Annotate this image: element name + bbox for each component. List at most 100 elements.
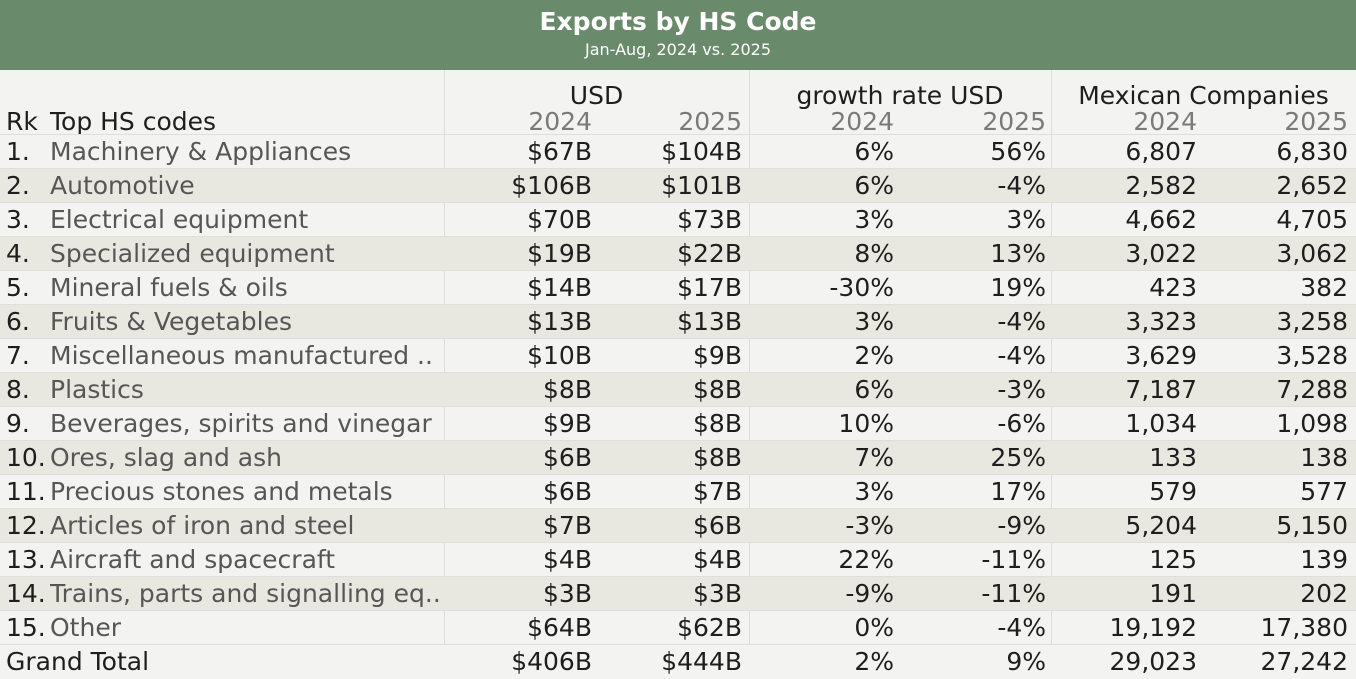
cell-companies-2024: 3,022 <box>1125 239 1197 268</box>
cell-growth-2024: 3% <box>854 307 894 336</box>
cell-name: Automotive <box>50 171 195 200</box>
cell-usd-2025: $101B <box>661 171 742 200</box>
cell-usd-2024: $406B <box>511 647 592 676</box>
table-row: 9. Beverages, spirits and vinegar $9B $8B 10… <box>0 406 1356 440</box>
cell-usd-2025: $4B <box>693 545 742 574</box>
table-subtitle: Jan-Aug, 2024 vs. 2025 <box>585 40 771 59</box>
cell-growth-2024: 2% <box>854 647 894 676</box>
cell-companies-2024: 125 <box>1149 545 1197 574</box>
cell-usd-2025: $17B <box>677 273 742 302</box>
header-group-growth: growth rate USD <box>796 81 1004 110</box>
cell-name: Other <box>50 613 121 642</box>
cell-name: Aircraft and spacecraft <box>50 545 336 574</box>
table-row: 7. Miscellaneous manufactured .. $10B $9B 2%… <box>0 338 1356 372</box>
cell-growth-2025: 13% <box>990 239 1046 268</box>
cell-name: Miscellaneous manufactured .. <box>50 341 433 370</box>
table-row: 6. Fruits & Vegetables $13B $13B 3% -4% 3,323 3… <box>0 304 1356 338</box>
cell-name: Ores, slag and ash <box>50 443 282 472</box>
cell-companies-2025: 1,098 <box>1276 409 1348 438</box>
cell-usd-2025: $6B <box>693 511 742 540</box>
header-growth-2024: 2024 <box>830 107 894 136</box>
cell-rank: 4. <box>6 239 30 268</box>
cell-growth-2025: 3% <box>1006 205 1046 234</box>
table-row: 12. Articles of iron and steel $7B $6B -3% -9… <box>0 508 1356 542</box>
cell-usd-2024: $3B <box>543 579 592 608</box>
cell-usd-2024: $7B <box>543 511 592 540</box>
cell-companies-2024: 133 <box>1149 443 1197 472</box>
cell-companies-2024: 7,187 <box>1125 375 1197 404</box>
cell-usd-2024: $67B <box>527 137 592 166</box>
cell-usd-2024: $13B <box>527 307 592 336</box>
table-row: 2. Automotive $106B $101B 6% -4% 2,582 2,652 <box>0 168 1356 202</box>
cell-growth-2025: -6% <box>997 409 1046 438</box>
cell-usd-2024: $19B <box>527 239 592 268</box>
cell-growth-2025: -4% <box>997 171 1046 200</box>
cell-growth-2024: 22% <box>838 545 894 574</box>
cell-usd-2024: $70B <box>527 205 592 234</box>
table-row: 10. Ores, slag and ash $6B $8B 7% 25% 133 138 <box>0 440 1356 474</box>
cell-companies-2025: 3,062 <box>1276 239 1348 268</box>
cell-usd-2025: $9B <box>693 341 742 370</box>
cell-companies-2024: 5,204 <box>1125 511 1197 540</box>
cell-rank: 1. <box>6 137 30 166</box>
cell-usd-2025: $7B <box>693 477 742 506</box>
cell-usd-2024: $106B <box>511 171 592 200</box>
cell-name: Precious stones and metals <box>50 477 393 506</box>
table-title: Exports by HS Code <box>539 7 817 36</box>
cell-growth-2024: 6% <box>854 171 894 200</box>
cell-name: Specialized equipment <box>50 239 335 268</box>
cell-companies-2025: 3,258 <box>1276 307 1348 336</box>
cell-rank: 11. <box>6 477 46 506</box>
header-usd-2024: 2024 <box>528 107 592 136</box>
cell-growth-2025: 56% <box>990 137 1046 166</box>
cell-name: Fruits & Vegetables <box>50 307 292 336</box>
header-companies-2025: 2025 <box>1284 107 1348 136</box>
cell-companies-2024: 1,034 <box>1125 409 1197 438</box>
cell-rank: 10. <box>6 443 46 472</box>
cell-name: Plastics <box>50 375 144 404</box>
cell-growth-2025: 9% <box>1006 647 1046 676</box>
cell-growth-2025: -4% <box>997 307 1046 336</box>
cell-growth-2025: -9% <box>997 511 1046 540</box>
cell-rank: 12. <box>6 511 46 540</box>
table-row: 3. Electrical equipment $70B $73B 3% 3% 4,662 4… <box>0 202 1356 236</box>
table-row: 14. Trains, parts and signalling eq.. $3B $… <box>0 576 1356 610</box>
cell-companies-2025: 202 <box>1300 579 1348 608</box>
header-name: Top HS codes <box>50 107 217 136</box>
cell-usd-2024: $6B <box>543 477 592 506</box>
cell-growth-2024: 8% <box>854 239 894 268</box>
cell-usd-2024: $4B <box>543 545 592 574</box>
cell-companies-2025: 382 <box>1300 273 1348 302</box>
table-row: 4. Specialized equipment $19B $22B 8% 13% 3,02… <box>0 236 1356 270</box>
cell-rank: 3. <box>6 205 30 234</box>
header-rank: Rk <box>6 107 38 136</box>
cell-name: Trains, parts and signalling eq.. <box>50 579 441 608</box>
table-row: 13. Aircraft and spacecraft $4B $4B 22% -11% 1… <box>0 542 1356 576</box>
cell-growth-2025: -11% <box>981 579 1046 608</box>
table-row: 5. Mineral fuels & oils $14B $17B -30% 19% 423… <box>0 270 1356 304</box>
cell-companies-2024: 3,323 <box>1125 307 1197 336</box>
cell-name: Mineral fuels & oils <box>50 273 288 302</box>
table-total-row: Grand Total $406B $444B 2% 9% 29,023 27,242 <box>0 644 1356 678</box>
cell-usd-2024: $64B <box>527 613 592 642</box>
table-row: 15. Other $64B $62B 0% -4% 19,192 17,380 <box>0 610 1356 644</box>
cell-growth-2025: 17% <box>990 477 1046 506</box>
cell-usd-2025: $104B <box>661 137 742 166</box>
cell-growth-2025: 25% <box>990 443 1046 472</box>
cell-growth-2024: 7% <box>854 443 894 472</box>
table-row: 11. Precious stones and metals $6B $7B 3% 17%… <box>0 474 1356 508</box>
cell-growth-2024: 3% <box>854 477 894 506</box>
exports-table: Rk Top HS codes USD 2024 2025 growth rat… <box>0 70 1356 678</box>
table-row: 1. Machinery & Appliances $67B $104B 6% 56% 6,… <box>0 134 1356 168</box>
cell-companies-2025: 27,242 <box>1260 647 1348 676</box>
cell-usd-2025: $8B <box>693 443 742 472</box>
cell-rank: 7. <box>6 341 30 370</box>
cell-name: Machinery & Appliances <box>50 137 352 166</box>
cell-name: Grand Total <box>6 647 150 676</box>
cell-usd-2025: $8B <box>693 409 742 438</box>
cell-growth-2025: -11% <box>981 545 1046 574</box>
cell-growth-2025: -4% <box>997 341 1046 370</box>
cell-companies-2024: 423 <box>1149 273 1197 302</box>
header-group-usd: USD <box>569 81 624 110</box>
cell-rank: 8. <box>6 375 30 404</box>
